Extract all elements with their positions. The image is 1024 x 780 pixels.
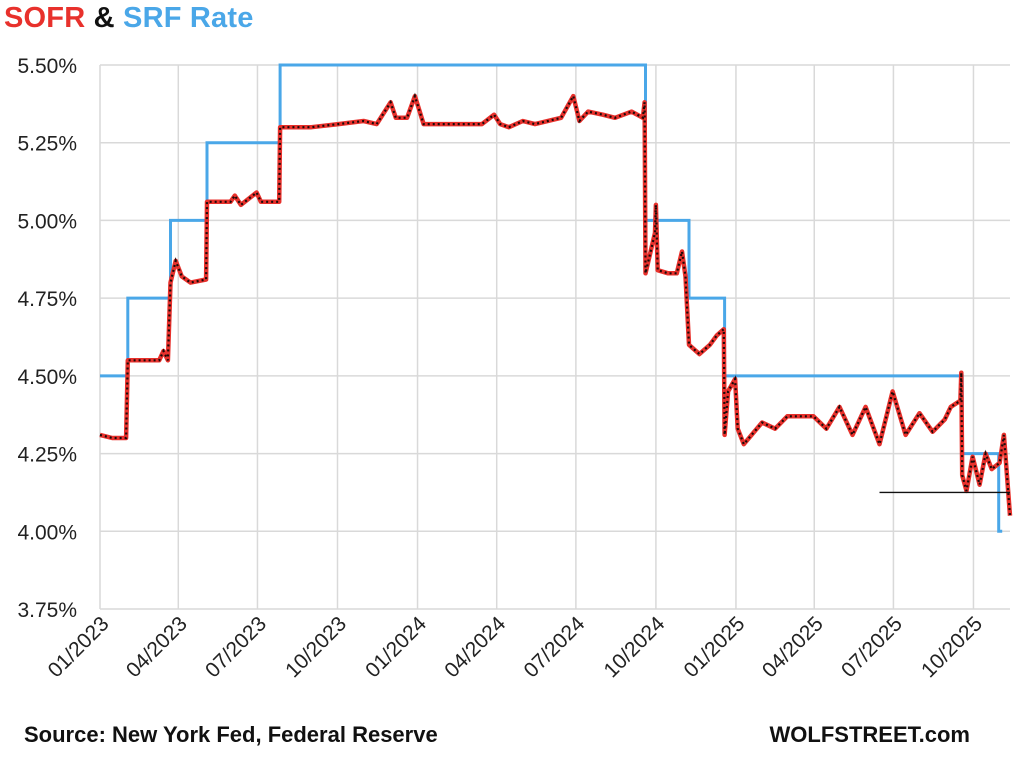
- sofr-daily-dots: [99, 92, 1012, 516]
- brand-label: WOLFSTREET.com: [769, 722, 970, 747]
- title-ampersand: &: [85, 2, 124, 34]
- x-tick-label: 10/2025: [917, 612, 987, 682]
- y-tick-label: 4.75%: [17, 288, 77, 311]
- y-tick-label: 5.25%: [17, 133, 77, 156]
- x-axis-tick-labels: 01/2023 04/2023 07/2023 10/2023 01/2024 04/20…: [44, 612, 987, 682]
- chart-title: SOFR & SRF Rate: [4, 2, 254, 35]
- x-tick-label: 07/2024: [519, 612, 589, 682]
- x-tick-label: 07/2023: [201, 612, 271, 682]
- sofr-srf-line-chart: 3.75% 4.00% 4.25% 4.50% 4.75% 5.00% 5.25% 5.50%…: [17, 55, 1013, 682]
- y-tick-label: 5.00%: [17, 210, 77, 233]
- sofr-line: [99, 93, 1013, 516]
- x-tick-label: 01/2023: [44, 612, 114, 682]
- source-note: Source: New York Fed, Federal Reserve: [24, 722, 438, 747]
- x-tick-label: 10/2024: [600, 612, 670, 682]
- x-tick-label: 01/2025: [680, 612, 750, 682]
- title-srf: SRF Rate: [123, 2, 254, 34]
- y-tick-label: 4.00%: [17, 521, 77, 544]
- y-tick-label: 3.75%: [17, 599, 77, 622]
- y-tick-label: 5.50%: [17, 55, 77, 78]
- x-tick-label: 01/2024: [361, 612, 431, 682]
- y-axis-tick-labels: 3.75% 4.00% 4.25% 4.50% 4.75% 5.00% 5.25% 5.50%: [17, 55, 77, 622]
- series-lines: [99, 63, 1013, 533]
- y-tick-label: 4.50%: [17, 366, 77, 389]
- title-sofr: SOFR: [4, 2, 86, 34]
- x-tick-label: 04/2024: [440, 612, 510, 682]
- x-tick-label: 10/2023: [281, 612, 351, 682]
- x-tick-label: 04/2023: [122, 612, 192, 682]
- grid-lines: [99, 64, 1010, 610]
- y-tick-label: 4.25%: [17, 444, 77, 467]
- x-tick-label: 04/2025: [758, 612, 828, 682]
- x-tick-label: 07/2025: [837, 612, 907, 682]
